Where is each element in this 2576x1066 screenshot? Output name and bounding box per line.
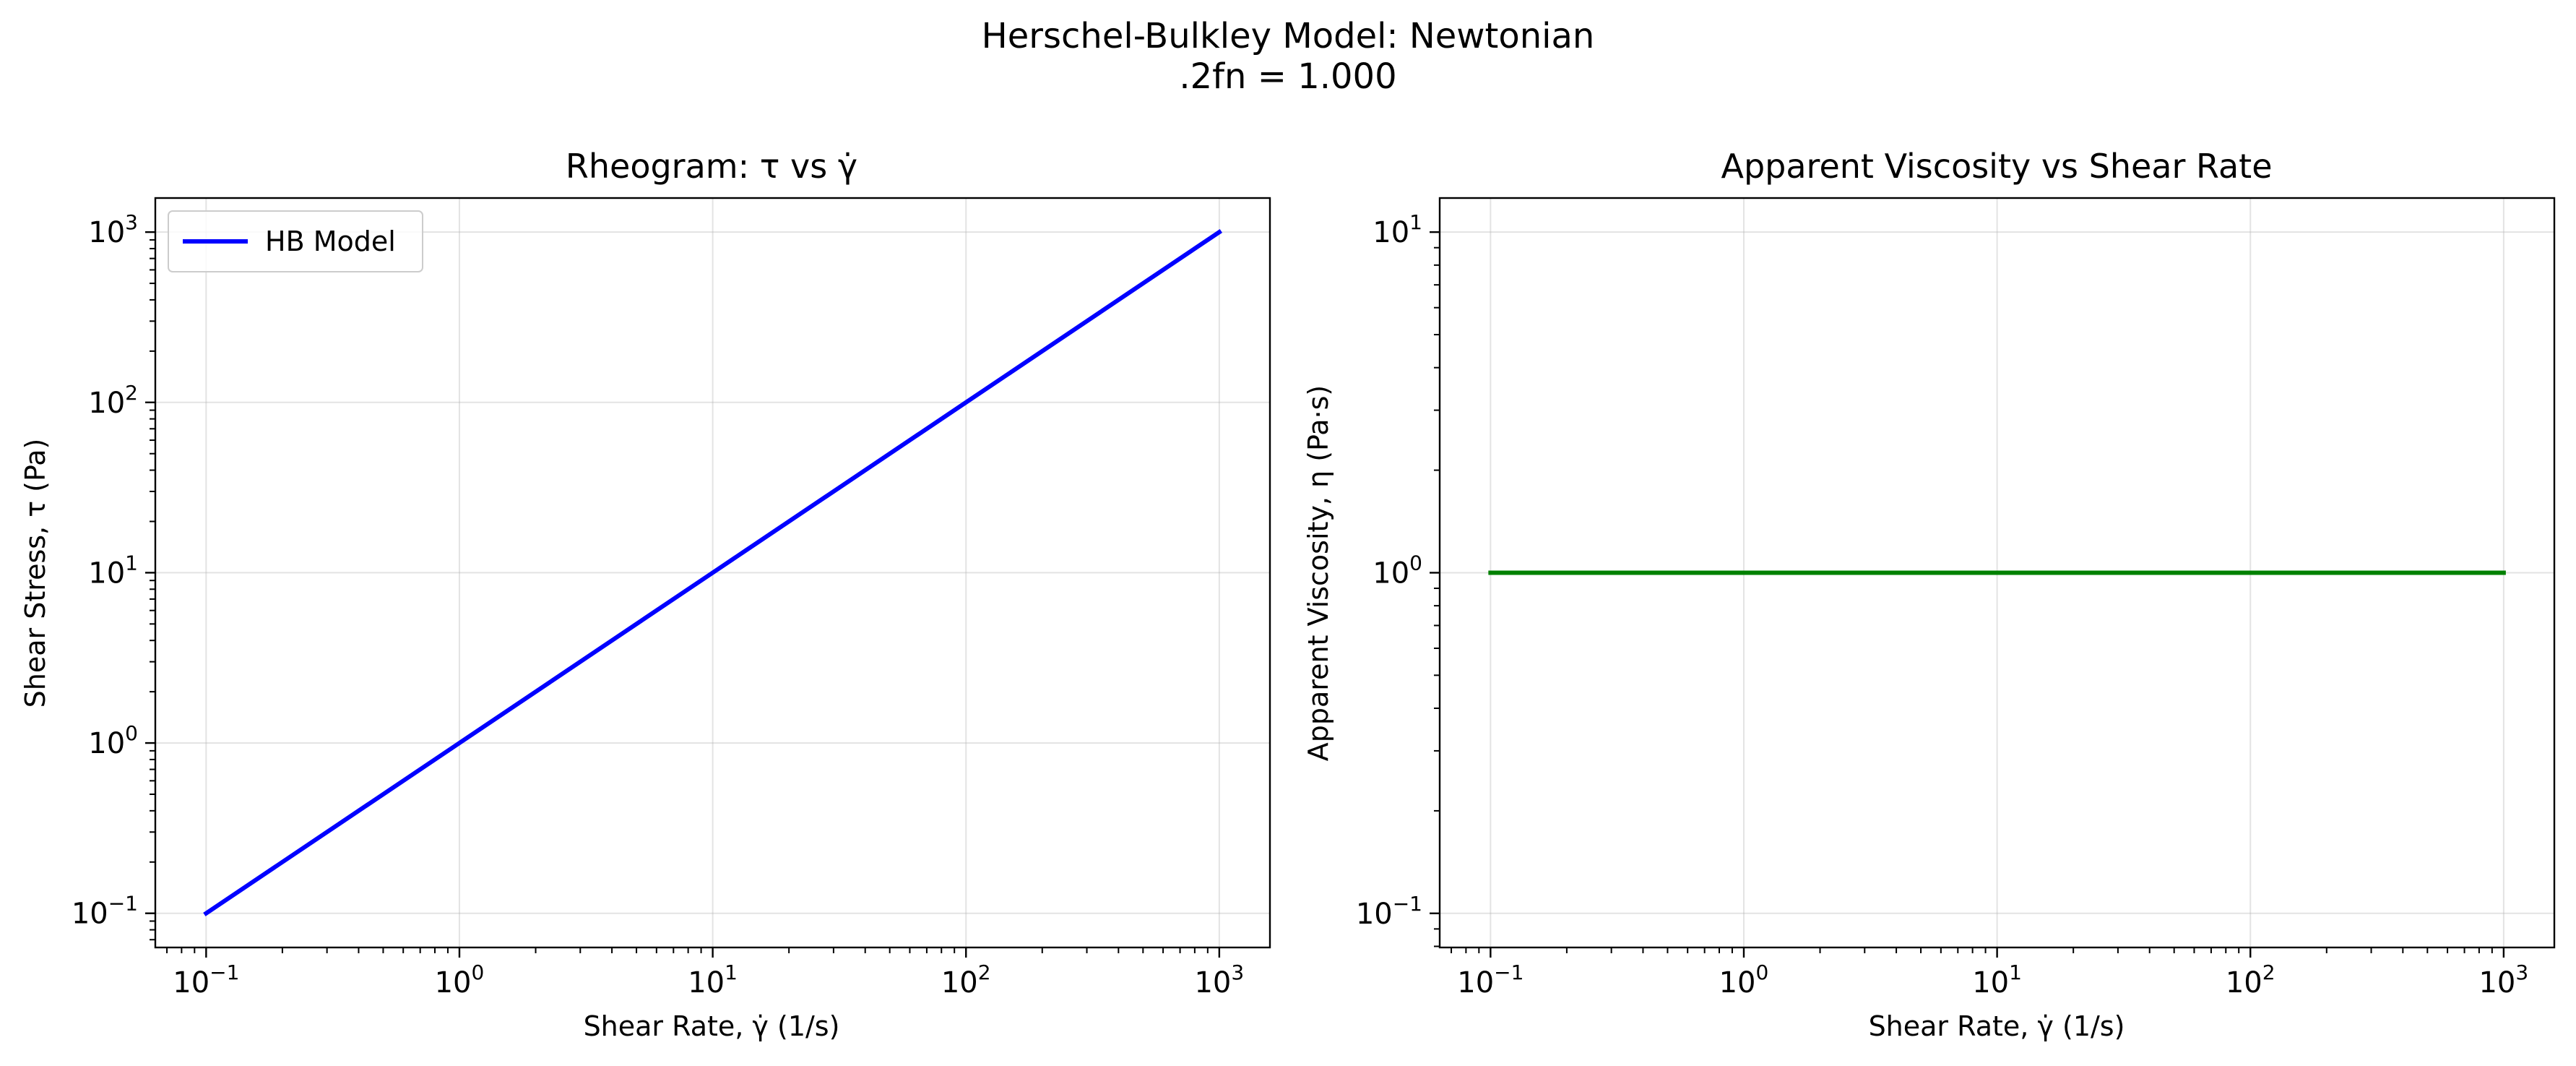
x-tick-label: 100	[435, 960, 485, 1000]
x-axis-label-rheogram: Shear Rate, γ̇ (1/s)	[584, 1010, 840, 1042]
x-tick-label: 101	[1972, 960, 2022, 1000]
x-tick-label: 10−1	[1457, 960, 1523, 1000]
y-tick-label: 10−1	[72, 892, 138, 931]
x-tick-label: 103	[2478, 960, 2528, 1000]
axes-rheogram: Rheogram: τ vs γ̇ Shear Rate, γ̇ (1/s) S…	[20, 147, 1271, 1042]
y-axis-label-viscosity: Apparent Viscosity, η (Pa·s)	[1302, 385, 1334, 762]
axes-title-rheogram: Rheogram: τ vs γ̇	[566, 147, 857, 186]
x-axis-label-viscosity: Shear Rate, γ̇ (1/s)	[1869, 1010, 2125, 1042]
x-tick-label: 102	[2226, 960, 2275, 1000]
y-tick-label: 103	[88, 210, 138, 249]
series-line-0-0	[203, 228, 1223, 916]
x-tick-label: 10−1	[173, 960, 239, 1000]
legend-label: HB Model	[265, 225, 396, 257]
axes-viscosity: Apparent Viscosity vs Shear Rate Shear R…	[1302, 147, 2556, 1042]
axes-title-viscosity: Apparent Viscosity vs Shear Rate	[1721, 147, 2273, 186]
legend-box	[168, 210, 423, 272]
legend: HB Model	[168, 210, 423, 272]
x-tick-label: 102	[941, 960, 991, 1000]
x-tick-label: 100	[1719, 960, 1769, 1000]
x-tick-label: 101	[688, 960, 738, 1000]
figure-suptitle-line1: Herschel-Bulkley Model: Newtonian	[982, 16, 1595, 56]
y-tick-label: 102	[88, 381, 138, 420]
figure-suptitle-line2: .2fn = 1.000	[1179, 56, 1396, 97]
axes-frame	[1438, 197, 2556, 949]
x-tick-label: 103	[1194, 960, 1244, 1000]
y-axis-label-rheogram: Shear Stress, τ (Pa)	[20, 439, 51, 708]
axes-frame	[154, 197, 1271, 949]
y-tick-label: 100	[88, 721, 138, 760]
y-tick-label: 101	[88, 551, 138, 590]
y-tick-label: 10−1	[1356, 892, 1422, 931]
y-tick-label: 100	[1373, 551, 1422, 590]
y-tick-label: 101	[1373, 210, 1422, 249]
